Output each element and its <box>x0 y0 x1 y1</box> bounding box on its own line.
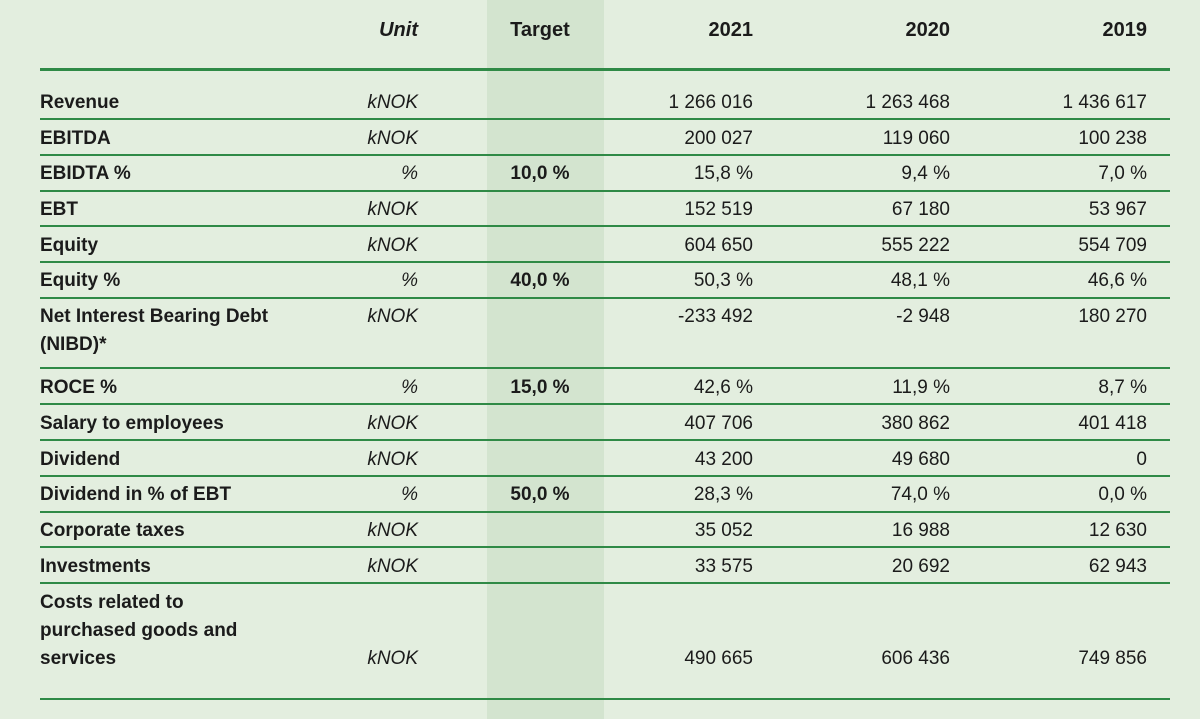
row-unit: kNOK <box>367 128 418 149</box>
row-value-2019: 0,0 % <box>1098 484 1147 505</box>
row-value-2020: 1 263 468 <box>865 92 950 113</box>
row-value-2021: -233 492 <box>677 306 753 327</box>
table-row: Equity kNOK 604 650 555 222 554 709 <box>40 233 1170 263</box>
row-value-2019: 53 967 <box>1088 199 1147 220</box>
row-value-2021: 42,6 % <box>693 377 753 398</box>
row-unit: % <box>401 484 418 505</box>
row-value-2020: 16 988 <box>891 520 950 541</box>
header-2019: 2019 <box>1102 19 1148 41</box>
row-value-2021: 15,8 % <box>693 163 753 184</box>
row-unit: kNOK <box>367 449 418 470</box>
row-unit: kNOK <box>367 556 418 577</box>
row-value-2019: 100 238 <box>1078 128 1147 149</box>
row-label: Investments <box>40 556 151 577</box>
header-target: Target <box>510 19 570 41</box>
row-value-2021: 35 052 <box>694 520 753 541</box>
row-label: Equity % <box>40 270 121 291</box>
row-target: 10,0 % <box>510 163 570 184</box>
row-unit: kNOK <box>367 520 418 541</box>
row-value-2020: 67 180 <box>891 199 950 220</box>
row-unit: kNOK <box>367 648 418 669</box>
table-row: Dividend in % of EBT% 50,0 % 28,3 % 74,0 % 0… <box>40 482 1170 513</box>
header-2021: 2021 <box>708 19 754 41</box>
row-value-2019: 46,6 % <box>1087 270 1147 291</box>
row-unit: kNOK <box>367 92 418 113</box>
row-value-2020: 20 692 <box>891 556 950 577</box>
row-value-2021: 200 027 <box>684 128 753 149</box>
row-label: Revenue <box>40 92 120 113</box>
row-target: 15,0 % <box>510 377 570 398</box>
row-label: EBT <box>40 199 78 220</box>
row-unit: kNOK <box>367 413 418 434</box>
table-row: ROCE %% 15,0 % 42,6 % 11,9 % 8,7 % <box>40 375 1170 405</box>
row-target: 50,0 % <box>510 484 570 505</box>
table-row: Costs related to purchased goods and ser… <box>40 590 1170 700</box>
table-row: Net Interest Bearing Debt (NIBD)* kNOK -23… <box>40 304 1170 369</box>
row-unit: % <box>401 270 418 291</box>
row-value-2021: 1 266 016 <box>668 92 753 113</box>
row-unit: kNOK <box>367 235 418 256</box>
header-unit: Unit <box>379 19 418 41</box>
row-value-2019: 401 418 <box>1078 413 1147 434</box>
row-value-2019: 749 856 <box>1078 648 1147 669</box>
table-row: EBT kNOK 152 519 67 180 53 967 <box>40 197 1170 227</box>
row-value-2019: 554 709 <box>1078 235 1147 256</box>
table-row: EBITDA kNOK 200 027 119 060 100 238 <box>40 126 1170 156</box>
table-header: Unit Target 2021 2020 2019 <box>40 0 1170 71</box>
row-value-2019: 0 <box>1136 449 1147 470</box>
row-value-2020: -2 948 <box>896 306 950 327</box>
table-row: Equity %% 40,0 % 50,3 % 48,1 % 46,6 % <box>40 268 1170 299</box>
row-label: ROCE % <box>40 377 118 398</box>
row-value-2021: 604 650 <box>684 235 753 256</box>
row-value-2020: 9,4 % <box>901 163 950 184</box>
row-label: Corporate taxes <box>40 520 185 541</box>
row-value-2019: 1 436 617 <box>1062 92 1147 113</box>
row-value-2020: 555 222 <box>881 235 950 256</box>
row-value-2020: 380 862 <box>881 413 950 434</box>
row-value-2020: 606 436 <box>881 648 950 669</box>
row-value-2020: 74,0 % <box>890 484 950 505</box>
row-value-2019: 7,0 % <box>1098 163 1147 184</box>
row-target: 40,0 % <box>510 270 570 291</box>
row-label: Equity <box>40 235 99 256</box>
table-row: Investments kNOK 33 575 20 692 62 943 <box>40 554 1170 584</box>
row-label: Net Interest Bearing Debt (NIBD)* <box>40 306 269 355</box>
table-row: EBIDTA %% 10,0 % 15,8 % 9,4 % 7,0 % <box>40 161 1170 192</box>
row-value-2019: 180 270 <box>1078 306 1147 327</box>
table-row: Corporate taxes kNOK 35 052 16 988 12 630 <box>40 518 1170 548</box>
row-label: Dividend <box>40 449 121 470</box>
row-value-2020: 48,1 % <box>890 270 950 291</box>
row-unit: % <box>401 377 418 398</box>
row-unit: % <box>401 163 418 184</box>
row-value-2020: 11,9 % <box>892 377 950 398</box>
row-value-2021: 490 665 <box>684 648 753 669</box>
row-label: Salary to employees <box>40 413 224 434</box>
row-value-2020: 49 680 <box>891 449 950 470</box>
row-label: EBIDTA % <box>40 163 131 184</box>
row-value-2019: 62 943 <box>1088 556 1147 577</box>
row-value-2021: 152 519 <box>684 199 753 220</box>
row-unit: kNOK <box>367 306 418 327</box>
row-unit: kNOK <box>367 199 418 220</box>
row-label: Costs related to purchased goods and ser… <box>40 592 238 669</box>
row-value-2021: 28,3 % <box>693 484 753 505</box>
table-row: Salary to employees kNOK 407 706 380 862 401… <box>40 411 1170 441</box>
row-value-2021: 33 575 <box>694 556 753 577</box>
header-2020: 2020 <box>905 19 951 41</box>
table-row: Revenue kNOK 1 266 016 1 263 468 1 436 617 <box>40 90 1170 120</box>
row-value-2021: 50,3 % <box>693 270 753 291</box>
row-value-2021: 407 706 <box>684 413 753 434</box>
row-label: Dividend in % of EBT <box>40 484 232 505</box>
row-value-2019: 12 630 <box>1088 520 1147 541</box>
row-label: EBITDA <box>40 128 111 149</box>
row-value-2020: 119 060 <box>882 128 950 149</box>
table-row: Dividend kNOK 43 200 49 680 0 <box>40 447 1170 477</box>
row-value-2019: 8,7 % <box>1098 377 1147 398</box>
row-value-2021: 43 200 <box>694 449 753 470</box>
